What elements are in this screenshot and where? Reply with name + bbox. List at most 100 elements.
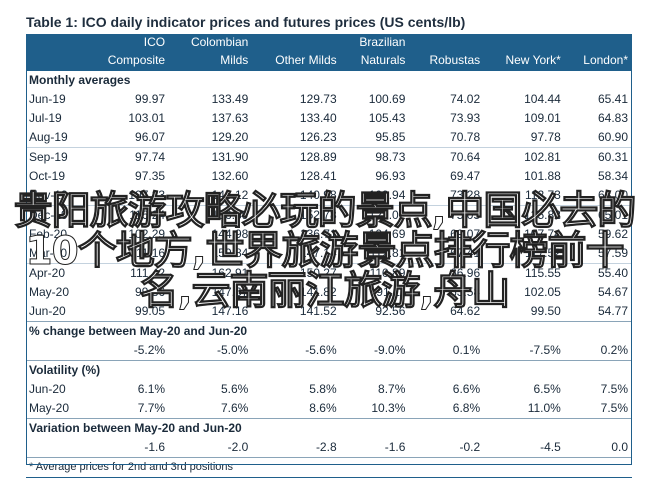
table-cell: 6.5% xyxy=(533,382,561,396)
table-cell: 99.50 xyxy=(530,304,561,318)
table-cell: 132.60 xyxy=(211,169,249,183)
table-cell: 75.05 xyxy=(409,205,485,225)
table-cell: 7.6% xyxy=(220,401,249,415)
table-cell: 105.43 xyxy=(368,111,406,125)
table-cell: 99.05 xyxy=(135,304,166,318)
table-cell: 111.42 xyxy=(85,263,170,283)
table-cell: 144.98 xyxy=(211,227,249,241)
table-cell: 99.86 xyxy=(135,285,166,299)
table-cell: 54.77 xyxy=(597,304,628,318)
table-cell: 126.23 xyxy=(299,130,337,144)
table-cell: 152.78 xyxy=(252,205,341,225)
table-cell: 97.78 xyxy=(530,130,561,144)
table-cell: 70.64 xyxy=(409,147,485,167)
table-cell: 107.23 xyxy=(128,188,166,202)
table-cell: 109.01 xyxy=(524,111,561,125)
table-cell: 58.34 xyxy=(597,169,628,183)
table-cell: 60.90 xyxy=(597,130,628,144)
footnote: * Average prices for 2nd and 3rd positio… xyxy=(26,457,632,478)
table-cell: 137.63 xyxy=(211,111,249,125)
row-label: Mar-20 xyxy=(29,246,68,260)
row-label: Jun-20 xyxy=(29,304,66,318)
table-cell: 91.11 xyxy=(376,285,406,299)
row-label: Jun-19 xyxy=(29,92,66,106)
table-cell: 140.98 xyxy=(299,188,337,202)
overlay-caption: 贵阳旅游攻略必玩的景点,中国必去的10个地方,世界旅游景点排行榜前十名,云南丽江… xyxy=(13,189,637,314)
table-cell: 129.73 xyxy=(299,92,337,106)
table-row: Nov-19 107.23 146.12 140.98 109.94 73.28 112.7… xyxy=(26,186,632,206)
table-cell: -7.5% xyxy=(529,343,561,357)
table-cell: 147.67 xyxy=(211,285,249,299)
col-header xyxy=(484,34,565,50)
table-cell: 70.78 xyxy=(450,130,481,144)
table-row: Mar-20 111.16 159.84 147.14 112.81 67.41 117.5… xyxy=(26,244,632,264)
table-row: Aug-19 96.07 129.20 126.23 95.85 70.78 97.78 60… xyxy=(26,128,632,148)
table-cell: 7.7% xyxy=(137,401,166,415)
table-cell: 64.62 xyxy=(450,304,481,318)
table-row: Jun-20 6.1% 5.6% 5.8% 8.7% 6.6% 6.5% 7.5% xyxy=(26,380,632,399)
table-cell: 133.49 xyxy=(211,92,249,106)
table-cell: 96.93 xyxy=(375,169,406,183)
table-row: Jun-19 99.97 133.49 129.73 100.69 74.02 104.44… xyxy=(26,90,632,109)
table-cell: 0.2% xyxy=(600,343,628,357)
table-cell: 95.85 xyxy=(375,130,406,144)
col-header: Composite xyxy=(85,50,170,71)
table-cell: 7.5% xyxy=(600,401,628,415)
table-cell: 73.93 xyxy=(450,111,481,125)
table-cell: -2.0 xyxy=(227,440,249,454)
table-row: May-20 7.7% 7.6% 8.6% 10.3% 6.8% 11.0% 7.5% xyxy=(26,399,632,419)
table-cell: 97.35 xyxy=(135,169,166,183)
table-cell: 133.40 xyxy=(299,111,337,125)
col-header: Robustas xyxy=(409,50,485,71)
table-cell: 147.16 xyxy=(211,304,249,318)
row-label: Sep-19 xyxy=(26,147,86,167)
col-header: Naturals xyxy=(340,50,410,71)
table-row: Oct-19 97.35 132.60 128.41 96.93 69.47 101.88 5… xyxy=(26,167,632,186)
table-row: -1.6 -2.0 -2.8 -1.6 -0.2 -4.5 0.0 xyxy=(26,438,632,458)
table-cell: 115.55 xyxy=(484,263,565,283)
section-header: % change between May-20 and Jun-20 xyxy=(26,321,632,341)
table-cell: 55.40 xyxy=(564,263,632,283)
col-header: Milds xyxy=(169,50,253,71)
table-cell: 104.69 xyxy=(368,227,406,241)
table-cell: 128.41 xyxy=(299,169,337,183)
header-row-1: ICO Colombian Brazilian xyxy=(26,34,632,50)
table-cell: 92.56 xyxy=(375,304,406,318)
table-cell: -1.6 xyxy=(144,440,166,454)
table-cell: -4.5 xyxy=(540,440,561,454)
table-cell: 11.0% xyxy=(527,401,561,415)
table-cell: 8.7% xyxy=(378,382,406,396)
table-cell: 7.5% xyxy=(600,382,628,396)
table-cell: 6.8% xyxy=(452,401,481,415)
table-row: Jun-20 99.05 147.16 141.52 92.56 64.62 99.50 54… xyxy=(26,302,632,322)
table-cell: 5.6% xyxy=(220,382,249,396)
table-cell: 6.6% xyxy=(452,382,481,396)
table-cell: 128.89 xyxy=(252,147,341,167)
table-cell: -5.6% xyxy=(305,343,337,357)
table-cell: 136.71 xyxy=(299,227,337,241)
section-header: Variation between May-20 and Jun-20 xyxy=(26,418,632,438)
table-cell: 107.74 xyxy=(524,227,561,241)
row-label: May-20 xyxy=(29,285,70,299)
table-cell: 96.07 xyxy=(135,130,166,144)
table-cell: 147.14 xyxy=(299,246,337,260)
section-title: Volatility (%) xyxy=(26,360,632,380)
table-cell: 69.07 xyxy=(450,227,481,241)
table-cell: 60.31 xyxy=(564,147,632,167)
row-label: Dec-19 xyxy=(26,205,86,225)
table-cell: 110.89 xyxy=(340,263,410,283)
table-cell: 67.41 xyxy=(450,246,481,260)
table-cell: 116.24 xyxy=(85,205,170,225)
row-label: Feb-20 xyxy=(29,227,68,241)
footnote-row: * Average prices for 2nd and 3rd positio… xyxy=(26,457,632,478)
header-row-2: Composite Milds Other Milds Naturals Rob… xyxy=(26,50,632,71)
table-cell: -5.0% xyxy=(216,343,249,357)
table-cell: 5.8% xyxy=(309,382,337,396)
table-cell: 146.12 xyxy=(211,188,249,202)
section-header: Monthly averages xyxy=(26,70,632,90)
table-cell: 10.3% xyxy=(371,401,406,415)
table-title: Table 1: ICO daily indicator prices and … xyxy=(26,14,466,30)
row-label xyxy=(26,341,86,361)
col-header: Other Milds xyxy=(252,50,341,71)
table-cell: 150.27 xyxy=(252,263,341,283)
